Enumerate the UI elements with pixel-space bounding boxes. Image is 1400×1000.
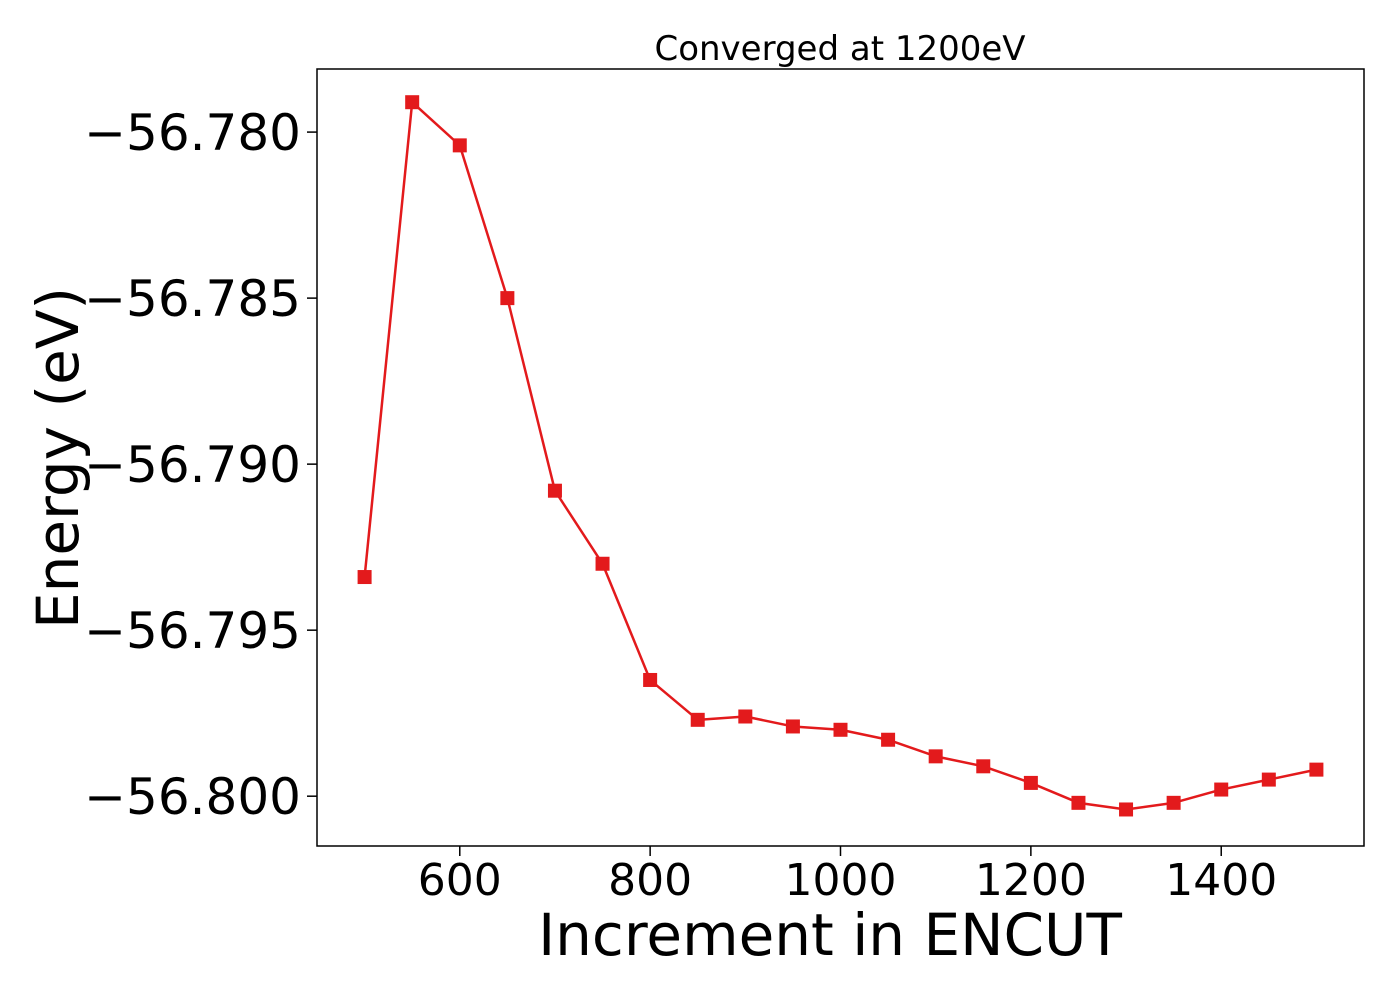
x-axis-label: Increment in ENCUT	[538, 901, 1122, 969]
y-tick-label: −56.800	[84, 768, 301, 826]
data-point-marker	[1214, 782, 1229, 797]
data-point-marker	[785, 719, 800, 734]
data-point-marker	[690, 712, 705, 727]
data-point-marker	[547, 483, 562, 498]
data-point-marker	[881, 732, 896, 747]
data-point-marker	[976, 759, 991, 774]
y-axis-label: Energy (eV)	[24, 287, 92, 629]
y-tick-label: −56.780	[84, 104, 301, 162]
x-tick-label: 1200	[975, 855, 1087, 906]
data-point-marker	[500, 291, 515, 306]
data-point-marker	[357, 570, 372, 585]
y-tick-label: −56.795	[84, 602, 301, 660]
data-point-marker	[1023, 775, 1038, 790]
data-point-marker	[405, 95, 420, 110]
data-point-marker	[928, 749, 943, 764]
x-tick-label: 800	[608, 855, 692, 906]
x-axis: 600 800 1000 1200 1400	[418, 846, 1277, 906]
plot-area	[357, 95, 1324, 817]
data-point-marker	[738, 709, 753, 724]
chart-title: Converged at 1200eV	[654, 29, 1025, 69]
data-point-marker	[452, 138, 467, 153]
x-tick-label: 1000	[785, 855, 897, 906]
data-point-marker	[595, 556, 610, 571]
data-point-marker	[1309, 762, 1324, 777]
data-point-marker	[643, 672, 658, 687]
y-axis: −56.780 −56.785 −56.790 −56.795 −56.800	[84, 104, 317, 826]
data-point-marker	[1166, 795, 1181, 810]
data-point-marker	[1119, 802, 1134, 817]
series-line	[363, 100, 1317, 811]
data-point-marker	[1261, 772, 1276, 787]
y-tick-label: −56.790	[84, 436, 301, 494]
x-tick-label: 1400	[1165, 855, 1277, 906]
x-tick-label: 600	[418, 855, 502, 906]
data-point-marker	[1071, 795, 1086, 810]
data-point-marker	[833, 722, 848, 737]
y-tick-label: −56.785	[84, 270, 301, 328]
